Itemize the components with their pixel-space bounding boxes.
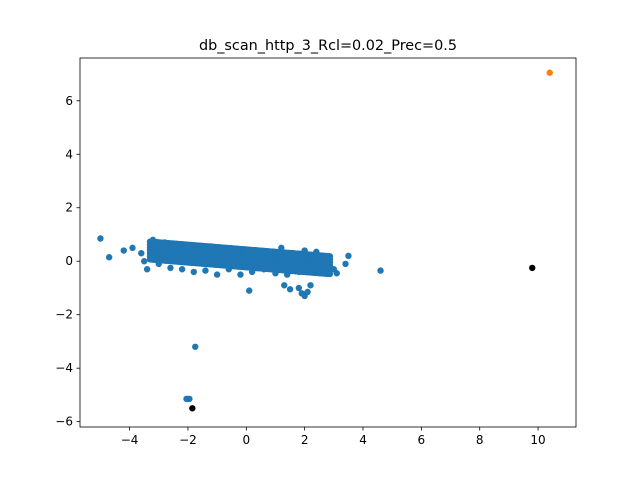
data-point <box>260 266 268 273</box>
data-point <box>318 260 326 268</box>
data-point <box>105 254 113 261</box>
data-point <box>307 282 314 289</box>
chart-title: db_scan_http_3_Rcl=0.02_Prec=0.5 <box>199 38 457 54</box>
data-point <box>196 247 203 254</box>
y-tick-label: 0 <box>65 254 73 268</box>
data-point <box>283 271 291 278</box>
x-axis: −4 −2 0 2 4 6 8 10 <box>121 427 546 447</box>
y-tick-label: −6 <box>55 415 73 429</box>
data-point <box>243 247 250 254</box>
data-point <box>97 235 104 242</box>
y-axis: −6 −4 −2 0 2 4 6 <box>55 94 80 429</box>
data-point <box>313 248 320 256</box>
data-point <box>173 241 180 249</box>
data-point <box>231 245 238 253</box>
data-point <box>281 282 288 289</box>
data-point <box>304 288 311 296</box>
data-point <box>225 266 232 273</box>
points-layer <box>97 69 553 412</box>
data-point <box>248 268 256 276</box>
data-point <box>208 243 215 250</box>
x-tick-label: 10 <box>530 433 545 447</box>
data-point <box>272 270 279 277</box>
data-point <box>219 244 227 252</box>
data-point <box>295 284 303 292</box>
data-point <box>149 236 157 244</box>
data-point <box>286 286 294 293</box>
x-tick-label: 4 <box>359 433 367 447</box>
data-point <box>529 264 536 272</box>
data-point <box>143 266 151 273</box>
data-point <box>138 250 145 257</box>
data-point <box>254 248 262 256</box>
data-point <box>202 267 209 274</box>
x-tick-label: 6 <box>418 433 426 447</box>
x-tick-label: 2 <box>301 433 309 447</box>
data-point <box>307 267 314 274</box>
data-point <box>333 270 340 277</box>
data-point <box>289 250 297 257</box>
data-point <box>189 405 196 412</box>
data-point <box>190 268 197 276</box>
data-point <box>184 244 192 252</box>
data-point <box>140 258 148 265</box>
data-point <box>178 266 186 273</box>
data-point <box>295 268 303 276</box>
data-point <box>213 271 221 278</box>
data-point <box>324 255 332 262</box>
data-point <box>246 287 253 294</box>
y-tick-label: −2 <box>55 308 73 322</box>
x-tick-label: 8 <box>476 433 484 447</box>
data-point <box>155 260 162 268</box>
y-tick-label: 2 <box>65 201 73 215</box>
data-point <box>301 247 308 254</box>
y-tick-label: 6 <box>65 94 73 108</box>
data-point <box>345 252 352 260</box>
x-tick-label: −4 <box>121 433 139 447</box>
x-tick-label: −2 <box>179 433 197 447</box>
y-tick-label: −4 <box>55 361 73 375</box>
data-point <box>278 244 285 252</box>
data-point <box>266 250 273 257</box>
data-point <box>342 260 349 268</box>
x-tick-label: 0 <box>242 433 250 447</box>
data-point <box>183 395 190 403</box>
data-point <box>161 239 168 246</box>
data-point <box>237 271 244 278</box>
y-tick-label: 4 <box>65 147 73 161</box>
data-point <box>129 244 136 252</box>
data-point <box>120 247 127 254</box>
plot-frame <box>79 57 577 428</box>
data-point <box>377 267 384 274</box>
data-point <box>546 69 553 76</box>
data-point <box>192 343 199 350</box>
data-point <box>167 264 174 272</box>
